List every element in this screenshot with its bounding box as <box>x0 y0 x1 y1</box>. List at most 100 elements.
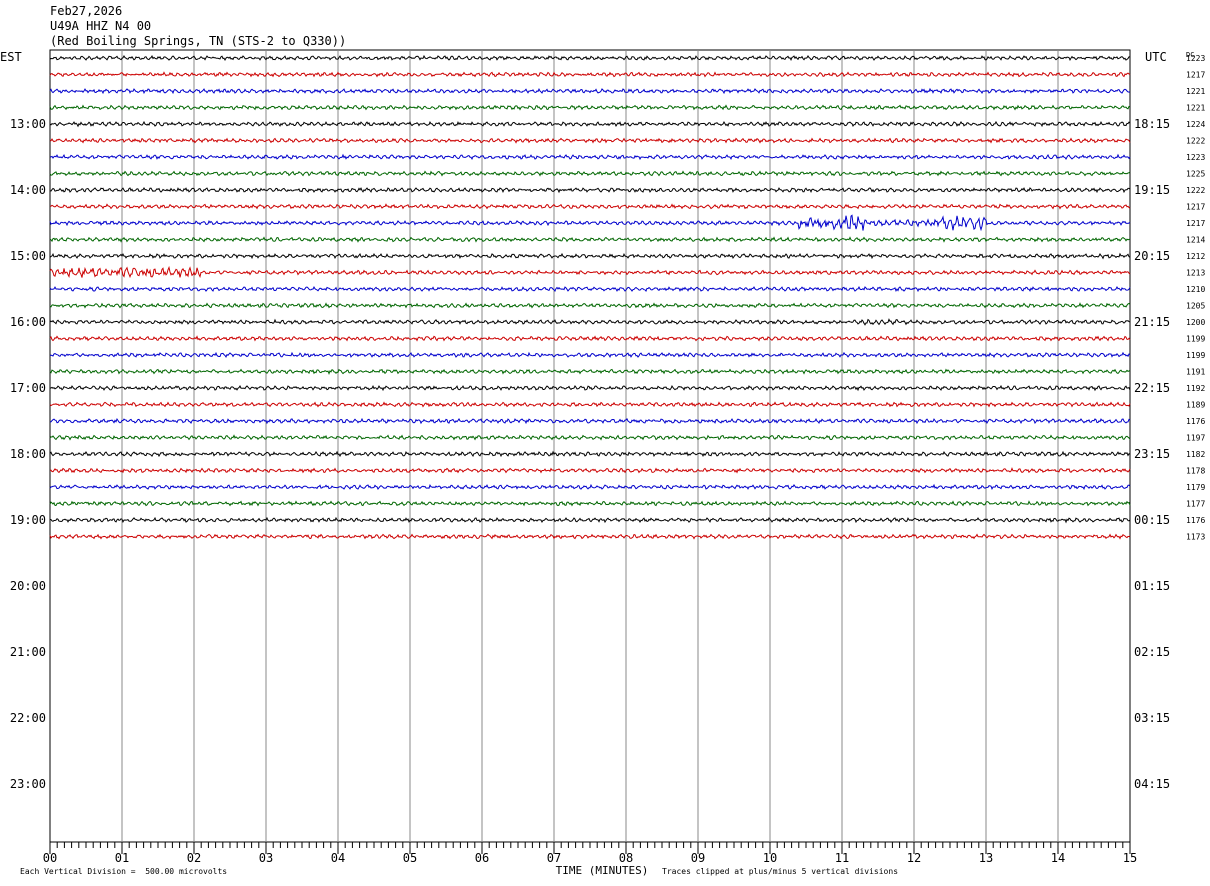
x-tick-label: 00 <box>43 851 57 865</box>
seismic-trace <box>49 265 1131 279</box>
right-hour-label: 01:15 <box>1134 579 1170 593</box>
left-hour-label: 15:00 <box>10 249 46 263</box>
seismic-trace <box>49 252 1131 260</box>
dc-value: 1199 <box>1186 351 1205 360</box>
dc-value: 1179 <box>1186 483 1205 492</box>
dc-value: 1191 <box>1186 368 1205 377</box>
seismic-trace <box>49 467 1131 474</box>
dc-value: 1176 <box>1186 516 1205 525</box>
dc-value: 1173 <box>1186 533 1205 542</box>
seismic-trace <box>49 87 1131 95</box>
seismic-trace <box>49 120 1131 128</box>
left-timezone-label: EST <box>0 50 22 64</box>
dc-value: 1225 <box>1186 170 1205 179</box>
dc-value: 1199 <box>1186 335 1205 344</box>
station-location: (Red Boiling Springs, TN (STS-2 to Q330)… <box>50 34 347 48</box>
seismic-trace <box>49 434 1131 441</box>
seismic-trace <box>49 483 1131 491</box>
station-code: U49A HHZ N4 00 <box>50 19 152 33</box>
dc-value: 1221 <box>1186 87 1205 96</box>
x-tick-label: 09 <box>691 851 705 865</box>
seismic-trace <box>49 318 1131 326</box>
dc-value: 1217 <box>1186 203 1205 212</box>
right-hour-label: 20:15 <box>1134 249 1170 263</box>
dc-value: 1197 <box>1186 434 1205 443</box>
seismic-trace <box>49 170 1131 177</box>
dc-value: 1222 <box>1186 186 1205 195</box>
left-hour-label: 22:00 <box>10 711 46 725</box>
dc-value: 1189 <box>1186 401 1205 410</box>
seismic-trace <box>49 104 1131 111</box>
x-tick-label: 05 <box>403 851 417 865</box>
dc-value: 1223 <box>1186 54 1205 63</box>
right-hour-label: 21:15 <box>1134 315 1170 329</box>
x-tick-label: 02 <box>187 851 201 865</box>
right-hour-label: 03:15 <box>1134 711 1170 725</box>
x-tick-label: 06 <box>475 851 489 865</box>
left-hour-label: 20:00 <box>10 579 46 593</box>
dc-label: DC <box>1186 51 1194 59</box>
right-hour-label: 18:15 <box>1134 117 1170 131</box>
x-tick-label: 14 <box>1051 851 1065 865</box>
x-tick-label: 12 <box>907 851 921 865</box>
left-hour-label: 23:00 <box>10 777 46 791</box>
left-hour-label: 16:00 <box>10 315 46 329</box>
seismic-trace <box>49 335 1131 342</box>
plot-frame <box>49 49 1131 843</box>
right-hour-label: 23:15 <box>1134 447 1170 461</box>
seismic-trace <box>49 153 1131 161</box>
x-tick-label: 04 <box>331 851 345 865</box>
x-tick-label: 03 <box>259 851 273 865</box>
dc-value: 1214 <box>1186 236 1205 245</box>
seismic-trace <box>49 302 1131 309</box>
seismic-trace <box>49 533 1131 540</box>
seismic-trace <box>49 285 1131 293</box>
dc-value: 1182 <box>1186 450 1205 459</box>
dc-value: 1221 <box>1186 104 1205 113</box>
seismic-trace <box>49 401 1131 408</box>
x-tick-label: 11 <box>835 851 849 865</box>
dc-value: 1210 <box>1186 285 1205 294</box>
seismic-trace <box>49 236 1131 243</box>
right-hour-label: 00:15 <box>1134 513 1170 527</box>
seismic-trace <box>49 516 1131 524</box>
seismic-trace <box>49 71 1131 78</box>
seismic-trace <box>49 417 1131 425</box>
right-hour-label: 04:15 <box>1134 777 1170 791</box>
seismic-trace <box>49 450 1131 458</box>
right-timezone-label: UTC <box>1145 50 1167 64</box>
dc-value: 1200 <box>1186 318 1205 327</box>
left-hour-label: 17:00 <box>10 381 46 395</box>
seismic-trace <box>49 54 1131 62</box>
left-hour-label: 13:00 <box>10 117 46 131</box>
x-tick-label: 01 <box>115 851 129 865</box>
seismic-trace <box>49 203 1131 210</box>
seismic-trace <box>49 137 1131 144</box>
helicorder-date: Feb27,2026 <box>50 4 123 18</box>
left-hour-label: 14:00 <box>10 183 46 197</box>
seismic-trace <box>50 384 1131 392</box>
seismic-trace <box>49 500 1131 507</box>
dc-value: 1222 <box>1186 137 1205 146</box>
dc-value: 1177 <box>1186 500 1205 509</box>
dc-value: 1212 <box>1186 252 1205 261</box>
left-hour-label: 21:00 <box>10 645 46 659</box>
seismic-trace <box>49 187 1131 194</box>
dc-value: 1192 <box>1186 384 1205 393</box>
dc-value: 1205 <box>1186 302 1205 311</box>
seismic-trace <box>49 368 1131 375</box>
clip-note: Traces clipped at plus/minus 5 vertical … <box>662 867 899 876</box>
right-hour-label: 22:15 <box>1134 381 1170 395</box>
x-tick-label: 10 <box>763 851 777 865</box>
left-hour-label: 19:00 <box>10 513 46 527</box>
dc-value: 1178 <box>1186 467 1205 476</box>
division-note: Each Vertical Division = 500.00 microvol… <box>20 867 228 876</box>
left-hour-label: 18:00 <box>10 447 46 461</box>
x-tick-label: 15 <box>1123 851 1137 865</box>
right-hour-label: 19:15 <box>1134 183 1170 197</box>
right-hour-label: 02:15 <box>1134 645 1170 659</box>
dc-value: 1224 <box>1186 120 1205 129</box>
dc-value: 1217 <box>1186 219 1205 228</box>
seismic-trace <box>49 351 1131 359</box>
